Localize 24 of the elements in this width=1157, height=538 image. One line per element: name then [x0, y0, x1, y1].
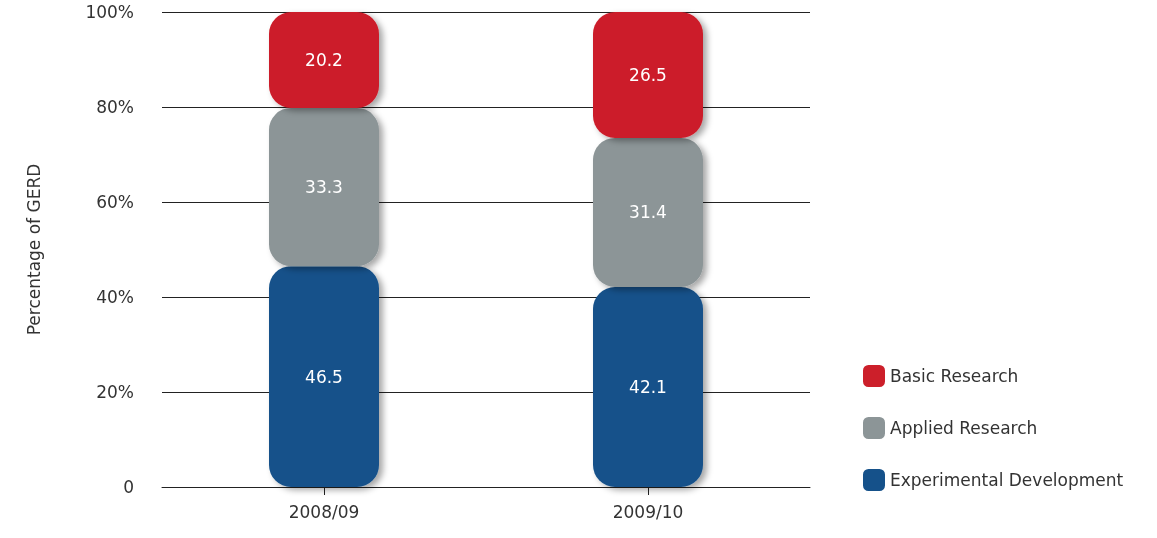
data-label: 20.2 — [305, 49, 343, 70]
y-tick-label: 40% — [96, 287, 134, 307]
x-tick-label: 2009/10 — [612, 501, 684, 522]
data-label: 26.5 — [629, 64, 667, 85]
bar — [269, 266, 379, 487]
y-tick-label: 0 — [123, 477, 134, 497]
y-tick-label: 100% — [85, 2, 134, 22]
bar — [593, 137, 703, 288]
bar — [269, 107, 379, 267]
x-tick-label: 2008/09 — [288, 501, 360, 522]
legend-label: Basic Research — [890, 366, 1019, 386]
data-label: 31.4 — [629, 202, 667, 223]
y-axis-title: Percentage of GERD — [23, 163, 44, 336]
data-label: 46.5 — [305, 366, 343, 387]
legend-label: Experimental Development — [890, 470, 1124, 490]
bar — [593, 287, 703, 487]
y-tick-label: 60% — [96, 192, 134, 212]
bar — [269, 12, 379, 108]
y-tick-label: 20% — [96, 382, 134, 402]
data-label: 33.3 — [305, 177, 343, 198]
data-label: 42.1 — [629, 377, 667, 398]
bar — [593, 12, 703, 138]
y-tick-label: 80% — [96, 97, 134, 117]
legend-label: Applied Research — [890, 418, 1038, 438]
